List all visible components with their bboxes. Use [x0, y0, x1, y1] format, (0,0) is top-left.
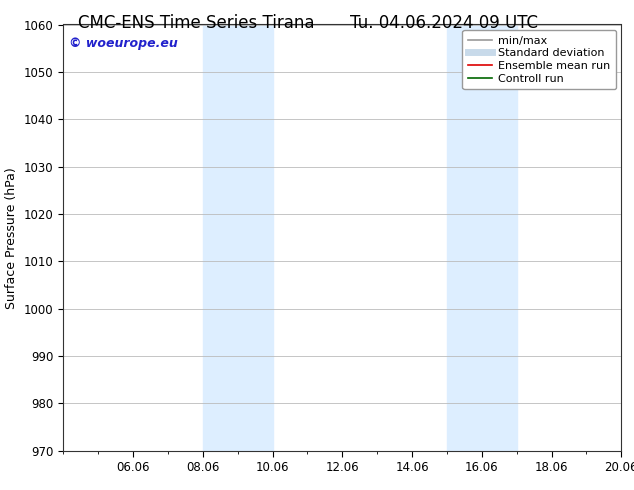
- Text: © woeurope.eu: © woeurope.eu: [69, 37, 178, 50]
- Legend: min/max, Standard deviation, Ensemble mean run, Controll run: min/max, Standard deviation, Ensemble me…: [462, 30, 616, 90]
- Y-axis label: Surface Pressure (hPa): Surface Pressure (hPa): [5, 167, 18, 309]
- Bar: [447, 24, 517, 451]
- Text: CMC-ENS Time Series Tirana: CMC-ENS Time Series Tirana: [78, 14, 315, 32]
- Bar: [203, 24, 273, 451]
- Text: Tu. 04.06.2024 09 UTC: Tu. 04.06.2024 09 UTC: [350, 14, 538, 32]
